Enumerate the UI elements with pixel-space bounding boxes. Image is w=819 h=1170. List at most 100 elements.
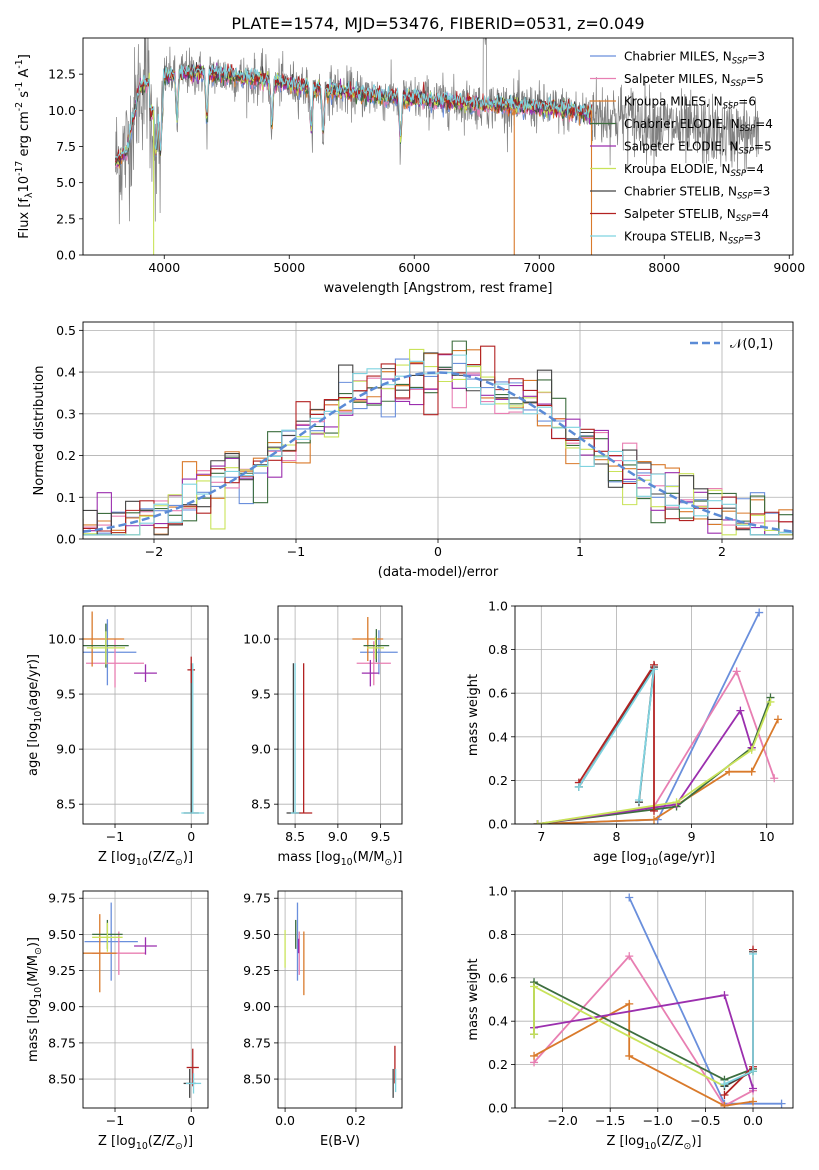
- mass-weight-point: [720, 991, 729, 1000]
- y-tick-label: 0.6: [488, 686, 508, 701]
- weight_vs_Z-plot-area: [530, 893, 786, 1108]
- x-tick-label: −1: [106, 1113, 124, 1128]
- x-tick-label: 9000: [773, 260, 805, 275]
- mass-weight-point: [625, 1051, 634, 1060]
- legend-entry: Salpeter ELODIE, NSSP=5: [624, 140, 772, 157]
- y-tick-label: 0.8: [488, 642, 508, 657]
- x-tick-label: 0.0: [275, 1113, 295, 1128]
- x-tick-label: 9.5: [371, 829, 391, 844]
- x-tick-label: 5000: [273, 260, 305, 275]
- spectrum-xlabel: wavelength [Angstrom, rest frame]: [324, 281, 553, 296]
- x-tick-label: −1: [106, 829, 124, 844]
- legend-entry: Salpeter MILES, NSSP=5: [624, 72, 764, 89]
- mass_vs_ebv-xlabel: E(B-V): [320, 1134, 360, 1149]
- mass-weight-point: [625, 952, 634, 961]
- mass_vs_Z-axes: −1 0 8.50 8.75 9.00 9.25 9.50 9.75 Z [log10(Z/Z⊙…: [26, 890, 209, 1152]
- x-tick-label: 0: [434, 544, 442, 559]
- y-tick-label: 7.5: [56, 139, 76, 154]
- age_vs_Z-frame: [82, 605, 209, 825]
- y-tick-label: 0.2: [488, 773, 508, 788]
- mass-weight-point: [749, 1084, 758, 1093]
- y-tick-label: 9.00: [243, 999, 271, 1014]
- mass-weight-point: [720, 1101, 729, 1108]
- y-tick-label: 0.2: [56, 448, 76, 463]
- x-tick-label: 0.0: [743, 1113, 763, 1128]
- y-tick-label: 8.50: [243, 1072, 271, 1087]
- x-tick-label: −2.0: [547, 1113, 577, 1128]
- y-tick-label: 1.0: [488, 599, 508, 614]
- mass-weight-point: [530, 982, 539, 991]
- residual-histogram: [83, 348, 793, 536]
- mass-weight-point: [625, 893, 634, 902]
- weight_vs_age-axes: 7 8 9 10 0.0 0.2 0.4 0.6 0.8 1.0 age [log10(age/yr…: [466, 599, 794, 868]
- mass-weight-point: [720, 1080, 729, 1089]
- mass-weight-point: [747, 745, 756, 754]
- weight_vs_Z-panel: −2.0 −1.5 −1.0 −0.5 0.0 0.0 0.2 0.4 0.6 0.8 1.0 Z […: [466, 884, 794, 1152]
- spectrum-axes: 4000 5000 6000 7000 8000 9000 0.0 2.5 5.0 7.5 10.0…: [14, 37, 805, 296]
- mass-weight-point: [747, 767, 756, 776]
- mass_vs_Z-xlabel: Z [log10(Z/Z⊙)]: [98, 1134, 193, 1152]
- y-tick-label: 9.00: [48, 999, 76, 1014]
- y-tick-label: 10.0: [48, 103, 76, 118]
- legend-entry: Chabrier MILES, NSSP=3: [624, 50, 765, 67]
- age_vs_Z-axes: −1 0 8.5 9.0 9.5 10.0 Z [log10(Z/Z⊙)] age [log1…: [26, 605, 209, 868]
- mass-weight-point: [650, 815, 658, 824]
- y-tick-label: 12.5: [48, 67, 76, 82]
- weight_vs_age-panel: 7 8 9 10 0.0 0.2 0.4 0.6 0.8 1.0 age [log10(age/yr…: [466, 599, 794, 868]
- legend-entry: Salpeter STELIB, NSSP=4: [624, 207, 769, 224]
- residual-histogram: [83, 352, 793, 536]
- y-tick-label: 0.3: [56, 406, 76, 421]
- y-tick-label: 9.50: [243, 927, 271, 942]
- x-tick-label: −1: [287, 544, 305, 559]
- spectrum-panel: 4000 5000 6000 7000 8000 9000 0.0 2.5 5.0 7.5 10.0…: [14, 37, 805, 296]
- legend-entry: Kroupa MILES, NSSP=6: [624, 95, 756, 112]
- y-tick-label: 9.25: [48, 963, 76, 978]
- mass-weight-point: [777, 1099, 786, 1108]
- mass-weight-point: [672, 798, 681, 807]
- residual-histogram: [83, 354, 793, 536]
- mass-weight-line: [533, 985, 754, 1088]
- y-tick-label: 0.0: [56, 532, 76, 547]
- mass_vs_Z-grid: [83, 891, 208, 1108]
- mass-weight-point: [530, 1051, 539, 1060]
- y-tick-label: 9.25: [243, 963, 271, 978]
- mass-weight-point: [574, 782, 583, 791]
- weight_vs_age-xlabel: age [log10(age/yr)]: [593, 850, 715, 868]
- figure-title: PLATE=1574, MJD=53476, FIBERID=0531, z=0…: [231, 14, 644, 33]
- mass_vs_ebv-axes: 0.0 0.2 8.50 8.75 9.00 9.25 9.50 9.75 E(B-V): [243, 890, 403, 1149]
- mass-weight-line: [533, 994, 754, 1089]
- mass-weight-line: [537, 669, 776, 824]
- y-tick-label: 0.0: [488, 1101, 508, 1116]
- residuals-plot-area: [83, 340, 793, 536]
- x-tick-label: 6000: [398, 260, 430, 275]
- y-tick-label: 9.0: [251, 742, 271, 757]
- x-tick-label: −1.0: [643, 1113, 673, 1128]
- mass_vs_Z-panel: −1 0 8.50 8.75 9.00 9.25 9.50 9.75 Z [log10(Z/Z⊙…: [26, 890, 209, 1152]
- x-tick-label: 10: [759, 829, 775, 844]
- x-tick-label: 9: [688, 829, 696, 844]
- weight_vs_Z-ylabel: mass weight: [466, 958, 481, 1040]
- mass-weight-point: [770, 774, 779, 783]
- y-tick-label: 0.1: [56, 490, 76, 505]
- age_vs_mass-grid: [278, 606, 402, 824]
- mass-weight-point: [773, 715, 782, 724]
- mass-weight-point: [650, 665, 658, 674]
- age_vs_mass-xlabel: mass [log10(M/M⊙)]: [278, 850, 403, 868]
- mass_vs_ebv-frame: [277, 890, 403, 1109]
- mass-weight-line: [533, 1002, 754, 1107]
- y-tick-label: 1.0: [488, 884, 508, 899]
- x-tick-label: 8: [612, 829, 620, 844]
- y-tick-label: 9.5: [56, 687, 76, 702]
- y-tick-label: 0.6: [488, 970, 508, 985]
- x-tick-label: 7000: [523, 260, 555, 275]
- age_vs_Z-plot-area: [83, 611, 205, 814]
- y-tick-label: 0.5: [56, 323, 76, 338]
- y-tick-label: 0.2: [488, 1057, 508, 1072]
- y-tick-label: 9.5: [251, 687, 271, 702]
- y-tick-label: 8.50: [48, 1072, 76, 1087]
- weight_vs_age-ylabel: mass weight: [466, 674, 481, 756]
- weight_vs_Z-axes: −2.0 −1.5 −1.0 −0.5 0.0 0.0 0.2 0.4 0.6 0.8 1.0 Z […: [466, 884, 794, 1152]
- mass-weight-line: [533, 954, 754, 1107]
- mass-weight-point: [725, 767, 734, 776]
